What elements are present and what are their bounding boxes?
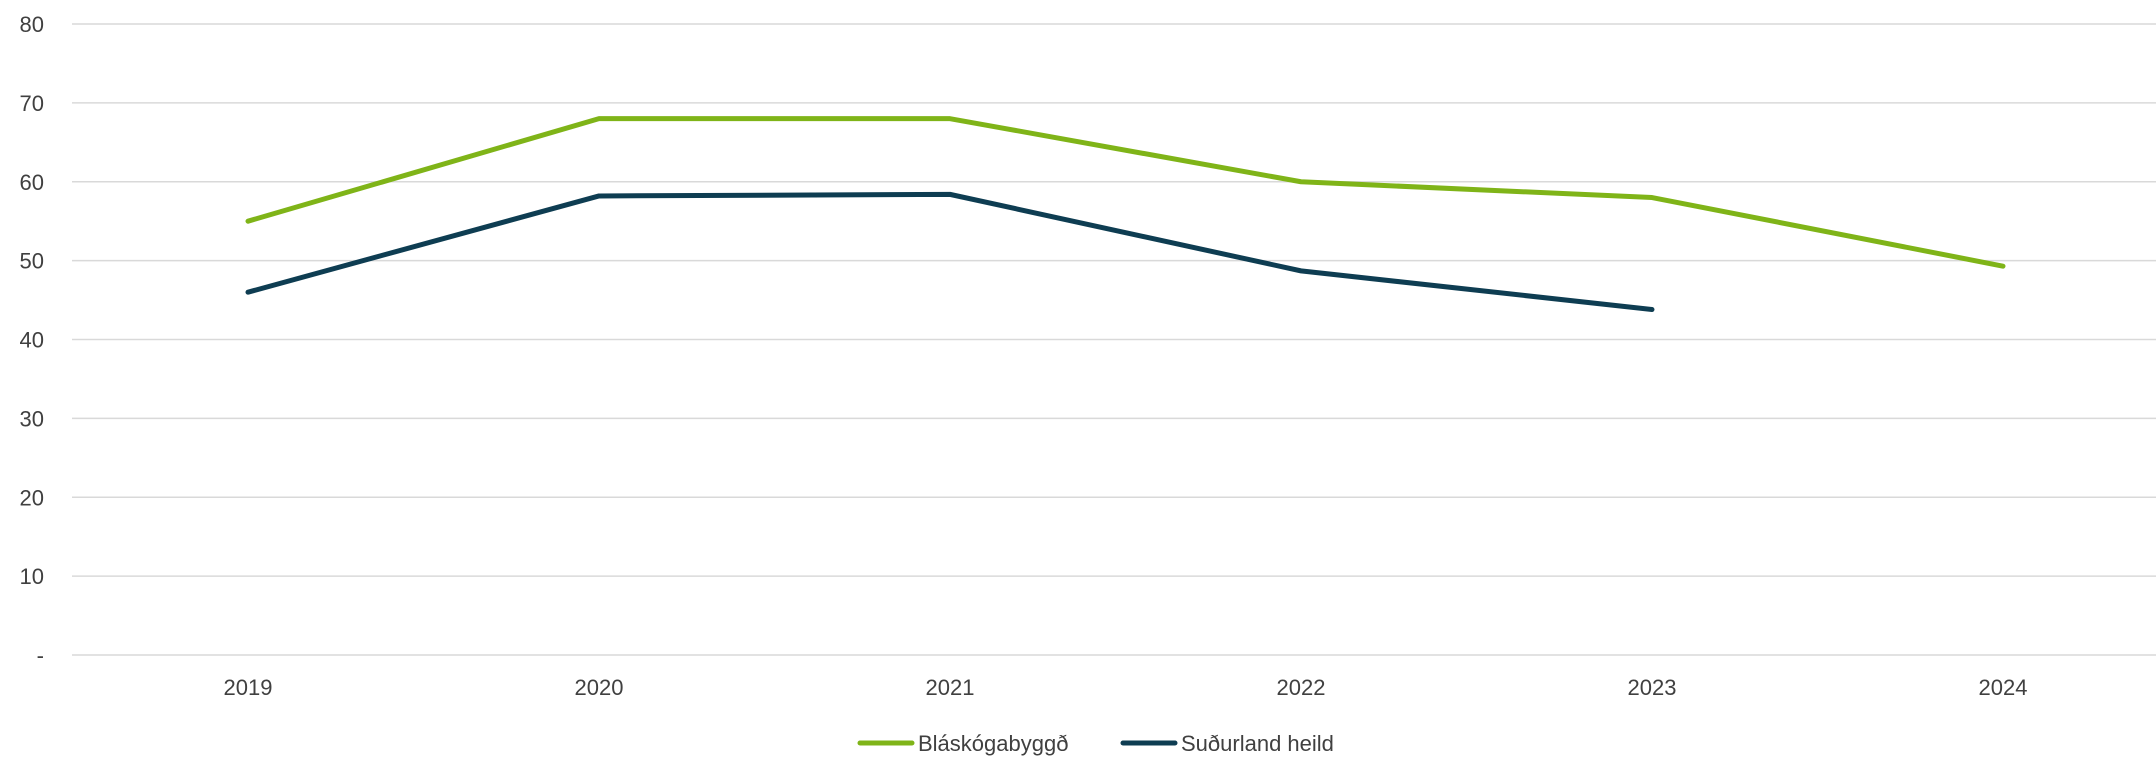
series — [245, 116, 2006, 313]
y-tick-label: 10 — [20, 564, 44, 589]
legend-item: Bláskógabyggð — [857, 731, 1068, 756]
series-line-2 — [245, 191, 1655, 313]
y-tick-label: 20 — [20, 485, 44, 510]
x-tick-label: 2021 — [926, 675, 975, 700]
legend-item: Suðurland heild — [1120, 731, 1334, 756]
x-axis-ticks: 2019 2020 2021 2022 2023 2024 — [224, 675, 2028, 700]
x-tick-label: 2019 — [224, 675, 273, 700]
x-tick-label: 2024 — [1979, 675, 2028, 700]
series-line-1 — [245, 116, 2006, 269]
legend: Bláskógabyggð Suðurland heild — [857, 731, 1334, 756]
y-tick-label: 70 — [20, 91, 44, 116]
x-tick-label: 2022 — [1277, 675, 1326, 700]
y-tick-label: 50 — [20, 249, 44, 274]
y-tick-label: - — [37, 643, 44, 668]
legend-label: Suðurland heild — [1181, 731, 1334, 756]
y-tick-label: 40 — [20, 328, 44, 353]
y-tick-label: 80 — [20, 12, 44, 37]
legend-label: Bláskógabyggð — [918, 731, 1068, 756]
x-tick-label: 2020 — [575, 675, 624, 700]
grid — [72, 23, 2156, 656]
y-tick-label: 60 — [20, 170, 44, 195]
y-tick-label: 30 — [20, 406, 44, 431]
y-axis-ticks: - 10 20 30 40 50 60 70 80 — [20, 12, 44, 668]
x-tick-label: 2023 — [1628, 675, 1677, 700]
